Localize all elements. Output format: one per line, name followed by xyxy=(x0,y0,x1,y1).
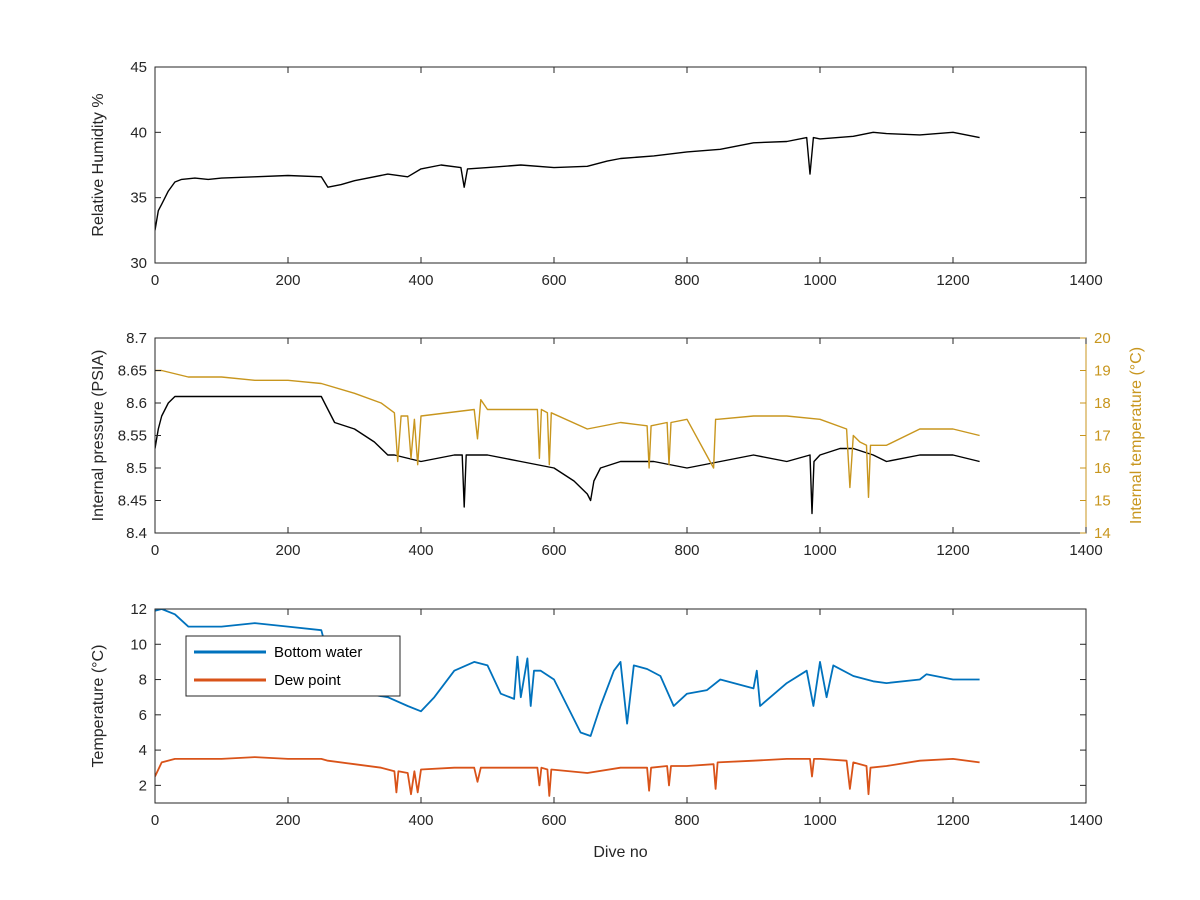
y-tick-label: 8 xyxy=(139,672,147,689)
y-tick-label: 8.6 xyxy=(126,395,147,412)
x-tick-label: 0 xyxy=(151,812,159,829)
x-tick-label: 400 xyxy=(408,542,433,559)
y-tick-label: 8.55 xyxy=(118,428,147,445)
legend-entry: Dew point xyxy=(274,672,342,689)
x-tick-label: 200 xyxy=(275,542,300,559)
x-tick-label: 600 xyxy=(541,542,566,559)
series-group xyxy=(155,369,980,515)
series-line-data xyxy=(155,131,980,231)
x-tick-label: 800 xyxy=(674,272,699,289)
y-tick-label: 8.4 xyxy=(126,525,147,542)
y2-tick-label: 14 xyxy=(1094,525,1111,542)
y-tick-label: 45 xyxy=(130,59,147,76)
x-tick-label: 1000 xyxy=(803,272,836,289)
legend: Bottom water Dew point xyxy=(185,635,401,697)
x-tick-label: 0 xyxy=(151,272,159,289)
y-tick-label: 12 xyxy=(130,601,147,618)
x-axis-label: Dive no xyxy=(593,844,647,861)
y-tick-label: 8.5 xyxy=(126,460,147,477)
x-tick-label: 400 xyxy=(408,812,433,829)
y-tick-label: 2 xyxy=(139,777,147,794)
y-tick-label: 10 xyxy=(130,636,147,653)
y-tick-label: 30 xyxy=(130,255,147,272)
series-group xyxy=(155,131,980,231)
legend-box xyxy=(185,635,401,697)
x-tick-label: 1400 xyxy=(1069,272,1102,289)
y-tick-label: 35 xyxy=(130,190,147,207)
series-line-right xyxy=(155,369,980,498)
y2-axis-label: Internal temperature (°C) xyxy=(1128,347,1145,524)
x-tick-label: 800 xyxy=(674,542,699,559)
y-tick-label: 8.65 xyxy=(118,363,147,380)
x-tick-label: 600 xyxy=(541,272,566,289)
y2-tick-label: 16 xyxy=(1094,460,1111,477)
x-tick-label: 1200 xyxy=(936,272,969,289)
series-line-left xyxy=(155,395,980,515)
y-tick-label: 40 xyxy=(130,124,147,141)
x-tick-label: 200 xyxy=(275,812,300,829)
subplot-3: 0 200 400 600 800 1000 1200 1400 2 4 6 8 10 12 Tempera… xyxy=(90,601,1103,861)
axes-frame xyxy=(154,608,1087,804)
series-line-dew-point xyxy=(155,756,980,797)
y-axis-label: Temperature (°C) xyxy=(90,645,107,768)
x-tick-label: 1000 xyxy=(803,542,836,559)
axes-frame xyxy=(154,337,1087,534)
y-tick-label: 8.7 xyxy=(126,330,147,347)
x-tick-label: 0 xyxy=(151,542,159,559)
axes-frame xyxy=(154,66,1087,264)
subplot-1: 0 200 400 600 800 1000 1200 1400 30 35 40 45 Relativ… xyxy=(90,59,1103,289)
x-tick-label: 400 xyxy=(408,272,433,289)
x-tick-label: 1000 xyxy=(803,812,836,829)
y2-tick-label: 18 xyxy=(1094,395,1111,412)
x-tick-label: 1200 xyxy=(936,812,969,829)
y-axis-label: Internal pressure (PSIA) xyxy=(90,350,107,522)
x-tick-label: 1400 xyxy=(1069,542,1102,559)
subplot-2: 0 200 400 600 800 1000 1200 1400 8.4 8.45 8.5 8.55 8… xyxy=(90,330,1145,559)
y-axis-label: Relative Humidity % xyxy=(90,93,107,236)
y-tick-label: 4 xyxy=(139,742,147,759)
x-tick-label: 200 xyxy=(275,272,300,289)
y2-tick-label: 20 xyxy=(1094,330,1111,347)
y-tick-label: 8.45 xyxy=(118,493,147,510)
x-tick-label: 800 xyxy=(674,812,699,829)
y2-tick-label: 19 xyxy=(1094,363,1111,380)
y-tick-label: 6 xyxy=(139,707,147,724)
y2-tick-label: 15 xyxy=(1094,493,1111,510)
y2-tick-label: 17 xyxy=(1094,428,1111,445)
x-tick-label: 1200 xyxy=(936,542,969,559)
x-tick-label: 600 xyxy=(541,812,566,829)
legend-entry: Bottom water xyxy=(274,644,362,661)
x-tick-label: 1400 xyxy=(1069,812,1102,829)
